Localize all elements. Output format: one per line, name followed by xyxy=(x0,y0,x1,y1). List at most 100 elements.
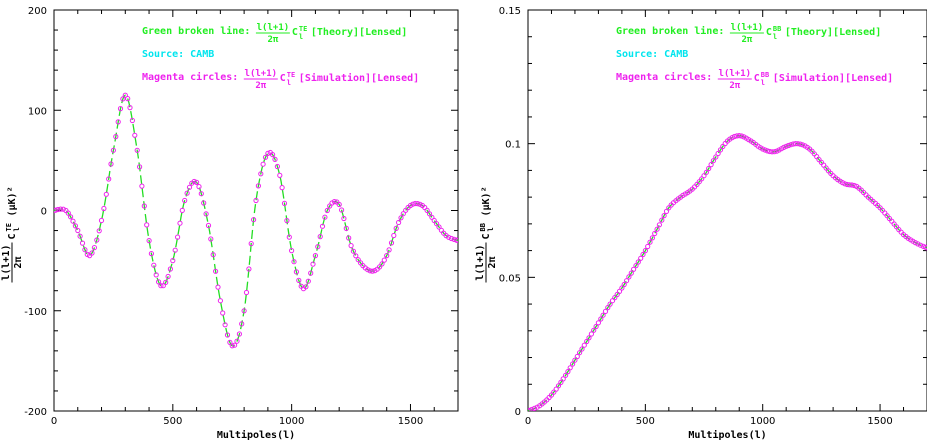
data-point-simulation xyxy=(555,383,562,389)
data-point-simulation xyxy=(296,277,302,283)
plot-frame xyxy=(527,9,927,412)
x-axis-title: Multipoles(l) xyxy=(688,429,766,441)
data-point-simulation xyxy=(703,169,710,175)
annotation-numerator: l(l+1) xyxy=(731,23,764,33)
data-point-simulation xyxy=(305,278,311,284)
data-point-simulation xyxy=(570,361,576,367)
data-point-simulation xyxy=(391,232,397,239)
data-point-simulation xyxy=(431,217,437,224)
data-point-simulation xyxy=(793,141,799,147)
data-point-simulation xyxy=(144,222,150,228)
data-point-simulation xyxy=(163,279,169,285)
data-point-simulation xyxy=(227,339,233,345)
data-point-simulation xyxy=(141,203,147,209)
data-point-simulation xyxy=(367,268,373,274)
data-point-simulation xyxy=(106,176,112,182)
data-point-simulation xyxy=(624,278,630,284)
data-point-simulation xyxy=(324,207,330,214)
y-axis-subscript: l xyxy=(487,227,495,231)
data-point-simulation xyxy=(771,149,778,155)
data-point-simulation xyxy=(331,199,337,205)
data-point-simulation xyxy=(797,141,803,147)
data-point-simulation xyxy=(388,240,395,246)
y-axis-c: C xyxy=(481,233,492,239)
data-point-simulation xyxy=(384,253,390,259)
annotation-1: Source: CAMB xyxy=(142,49,214,60)
annotation-lead: Green broken line: xyxy=(142,25,250,37)
data-point-simulation xyxy=(165,273,171,280)
annotation-superscript: BB xyxy=(761,71,769,79)
data-point-simulation xyxy=(619,285,625,291)
annotation-subscript: l xyxy=(761,79,765,87)
data-point-simulation xyxy=(156,279,162,285)
data-point-simulation xyxy=(410,201,416,207)
data-point-simulation xyxy=(94,237,100,243)
data-point-simulation xyxy=(284,218,290,224)
data-point-simulation xyxy=(434,221,440,227)
data-point-simulation xyxy=(182,197,188,204)
data-point-simulation xyxy=(645,243,651,250)
data-point-simulation xyxy=(153,272,159,278)
data-point-simulation xyxy=(353,253,359,259)
data-point-simulation xyxy=(339,207,345,213)
x-tick-label: 1000 xyxy=(279,416,304,427)
data-point-simulation xyxy=(659,217,665,223)
data-point-simulation xyxy=(736,133,742,139)
data-point-simulation xyxy=(191,178,197,185)
data-point-simulation xyxy=(591,327,597,333)
data-point-simulation xyxy=(708,162,714,168)
y-tick-label: 0 xyxy=(515,407,521,418)
annotation-numerator: l(l+1) xyxy=(257,23,290,33)
data-point-simulation xyxy=(55,206,61,213)
annotation-numerator: l(l+1) xyxy=(245,69,278,79)
data-point-simulation xyxy=(213,268,219,274)
data-point-simulation xyxy=(246,266,252,272)
data-point-simulation xyxy=(262,154,269,160)
data-point-simulation xyxy=(598,316,604,322)
data-point-simulation xyxy=(788,142,794,148)
annotation-superscript: TE xyxy=(287,71,295,79)
data-point-simulation xyxy=(600,312,606,318)
data-point-simulation xyxy=(365,267,371,273)
x-tick-label: 1500 xyxy=(398,416,423,427)
data-point-simulation xyxy=(198,191,204,197)
data-point-simulation xyxy=(355,257,361,263)
data-point-simulation xyxy=(336,201,342,208)
data-point-simulation xyxy=(146,238,152,244)
x-tick-label: 1500 xyxy=(867,416,892,427)
data-point-simulation xyxy=(222,322,228,328)
data-point-simulation xyxy=(915,241,921,247)
data-point-simulation xyxy=(274,163,280,170)
data-point-simulation xyxy=(251,217,257,223)
data-point-simulation xyxy=(248,241,254,247)
data-point-simulation xyxy=(701,173,707,179)
data-point-simulation xyxy=(760,146,766,152)
data-point-simulation xyxy=(113,134,119,140)
data-point-simulation xyxy=(626,274,632,280)
data-point-simulation xyxy=(350,248,356,254)
data-point-simulation xyxy=(396,219,402,226)
data-point-simulation xyxy=(82,247,88,253)
data-point-simulation xyxy=(217,298,223,304)
data-point-simulation xyxy=(293,269,299,275)
y-tick-label: 100 xyxy=(28,106,47,117)
annotation-c: C xyxy=(766,27,772,38)
data-point-simulation xyxy=(785,142,792,149)
data-point-simulation xyxy=(710,158,717,164)
data-point-simulation xyxy=(558,379,564,385)
data-point-simulation xyxy=(715,150,721,157)
annotation-subscript: l xyxy=(299,33,303,41)
data-point-simulation xyxy=(584,338,590,345)
data-point-simulation xyxy=(98,217,105,224)
annotation-2: Magenta circles: l(l+1) 2π C BBl [Simulation]… xyxy=(616,69,893,91)
data-point-simulation xyxy=(882,210,888,216)
y-tick-label: 200 xyxy=(28,6,47,17)
data-point-simulation xyxy=(560,376,566,382)
data-point-simulation xyxy=(567,365,573,371)
data-point-simulation xyxy=(612,295,618,301)
y-axis-c: C xyxy=(7,233,18,239)
data-point-simulation xyxy=(713,154,719,160)
annotation-0: Green broken line: l(l+1) 2π C TEl [Theory][L… xyxy=(142,23,407,45)
data-point-simulation xyxy=(103,191,109,197)
